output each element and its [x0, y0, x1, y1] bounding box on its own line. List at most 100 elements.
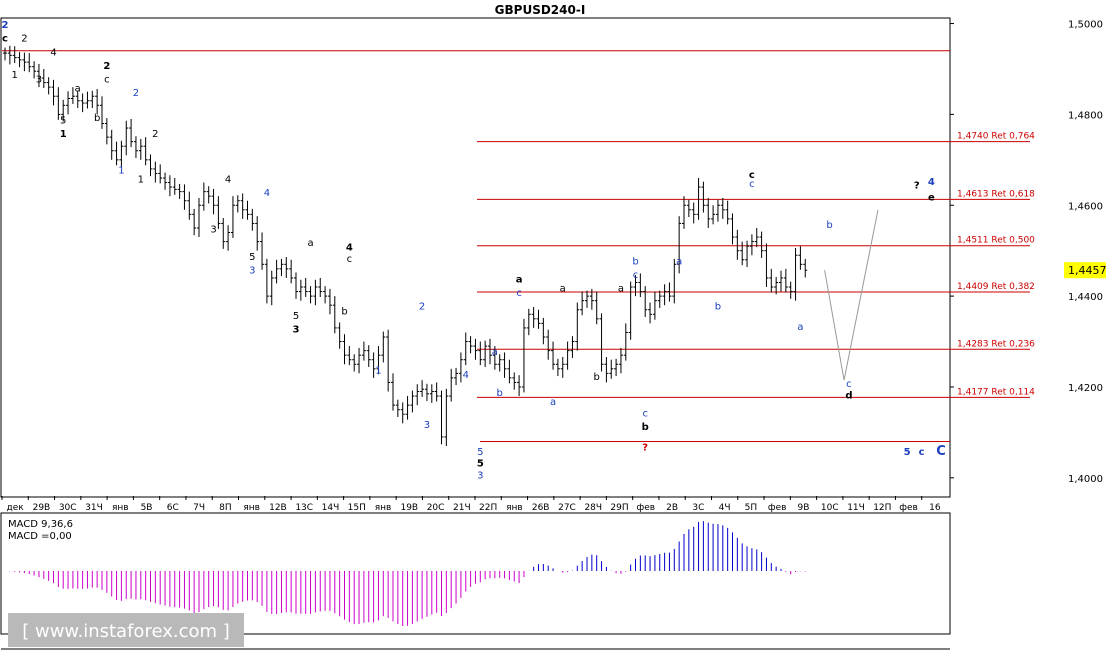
macd-name: MACD 9,36,6: [8, 519, 73, 530]
wave-label: 3: [36, 75, 42, 86]
wave-label: 2: [152, 129, 158, 140]
current-price-label: 1,4457: [1068, 264, 1107, 277]
wave-label: b: [341, 306, 347, 317]
x-tick-label: 20С: [427, 503, 445, 513]
x-tick-label: 5В: [141, 503, 153, 513]
wave-label: c: [2, 34, 8, 45]
y-tick-label: 1,4000: [1068, 474, 1103, 485]
wave-label: 2: [419, 302, 425, 313]
x-tick-label: янв: [506, 503, 523, 513]
wave-label: c: [633, 270, 639, 281]
level-label: 1,4740 Ret 0,764: [957, 132, 1035, 142]
x-tick-label: дек: [7, 503, 25, 513]
x-tick-label: 27С: [558, 503, 576, 513]
wave-label: c: [846, 379, 852, 390]
x-tick-label: 26В: [532, 503, 550, 513]
wave-label: C: [936, 444, 946, 459]
wave-label: b: [642, 422, 649, 433]
watermark-text: [ www.instaforex.com ]: [22, 621, 230, 642]
price-bars: [3, 45, 808, 447]
wave-label: a: [560, 284, 566, 295]
wave-label: c: [919, 447, 925, 458]
macd-histogram: [9, 521, 806, 626]
x-tick-label: 16: [929, 503, 941, 513]
wave-label: 1: [118, 165, 124, 176]
x-tick-label: янв: [112, 503, 129, 513]
wave-label: c: [642, 409, 648, 420]
wave-label: a: [75, 84, 81, 95]
x-tick-label: 8П: [219, 503, 232, 513]
x-tick-label: 6С: [167, 503, 179, 513]
wave-label: 5: [477, 458, 484, 469]
wave-label: 2: [21, 34, 27, 45]
wave-label: c: [347, 254, 353, 265]
x-tick-label: фев: [637, 503, 656, 513]
x-tick-label: 13С: [295, 503, 313, 513]
x-tick-label: 28Ч: [584, 503, 602, 513]
wave-label: 4: [225, 175, 231, 186]
chart-title: GBPUSD240-I: [495, 3, 586, 17]
wave-label: 3: [249, 265, 255, 276]
y-tick-label: 1,4200: [1068, 383, 1103, 394]
wave-label: a: [492, 347, 498, 358]
x-tick-label: 10С: [821, 503, 839, 513]
wave-label: 3: [424, 420, 430, 431]
wave-label: 1: [60, 129, 67, 140]
wave-label: a: [307, 238, 313, 249]
wave-label: 2: [2, 20, 9, 31]
y-tick-label: 1,5000: [1068, 20, 1103, 31]
x-tick-label: 11Ч: [847, 503, 865, 513]
wave-label: 5: [904, 447, 911, 458]
wave-label: 4: [264, 188, 270, 199]
wave-label: 1: [138, 175, 144, 186]
level-label: 1,4409 Ret 0,382: [957, 282, 1035, 292]
x-tick-label: 15П: [348, 503, 366, 513]
x-tick-label: янв: [243, 503, 260, 513]
wave-label: c: [104, 75, 110, 86]
wave-label: b: [715, 302, 721, 313]
wave-label: 3: [210, 225, 216, 236]
y-tick-label: 1,4800: [1068, 110, 1103, 121]
x-tick-label: 22П: [479, 503, 497, 513]
x-tick-label: 12В: [269, 503, 287, 513]
x-tick-label: янв: [375, 503, 392, 513]
x-axis: дек 29В 30С 31Ч янв 5В 6С 7Ч 8П янв 12В 13С 14Ч 15П ян…: [1, 496, 941, 513]
wave-label: 5: [477, 447, 483, 458]
wave-label: 4: [463, 370, 469, 381]
x-tick-label: 21Ч: [453, 503, 471, 513]
x-tick-label: фев: [768, 503, 787, 513]
level-label: 1,4177 Ret 0,114: [957, 387, 1035, 397]
x-tick-label: 29В: [33, 503, 51, 513]
wave-label: b: [94, 113, 100, 124]
macd-panel-frame: [0, 512, 951, 635]
wave-label: c: [749, 179, 755, 190]
x-tick-label: 30С: [59, 503, 77, 513]
wave-label: b: [826, 220, 832, 231]
x-tick-label: 12П: [873, 503, 891, 513]
level-label: 1,4283 Ret 0,236: [957, 339, 1035, 349]
wave-label: 2: [133, 88, 139, 99]
wave-label: c: [749, 170, 755, 181]
wave-label: ?: [914, 180, 920, 191]
wave-label: d: [845, 390, 852, 401]
wave-label: b: [632, 256, 638, 267]
wave-label: b: [594, 372, 600, 383]
wave-label: 3: [477, 471, 483, 482]
wave-label: b: [497, 388, 503, 399]
wave-label: e: [928, 193, 935, 204]
wave-label: 1: [375, 365, 381, 376]
wave-label: 2: [103, 61, 110, 72]
y-axis: 1,5000 1,4800 1,4600 1,4400 1,4200 1,4000 1,44…: [950, 20, 1107, 485]
x-tick-label: 3С: [692, 503, 704, 513]
wave-label: 5: [249, 252, 255, 263]
wave-label: 3: [293, 324, 300, 335]
x-tick-label: 29П: [610, 503, 628, 513]
x-tick-label: 7Ч: [193, 503, 205, 513]
x-tick-label: 4Ч: [719, 503, 731, 513]
wave-label: a: [550, 397, 556, 408]
wave-label: 1: [12, 70, 18, 81]
x-tick-label: фев: [899, 503, 918, 513]
x-tick-label: 31Ч: [85, 503, 103, 513]
x-tick-label: 5П: [745, 503, 758, 513]
